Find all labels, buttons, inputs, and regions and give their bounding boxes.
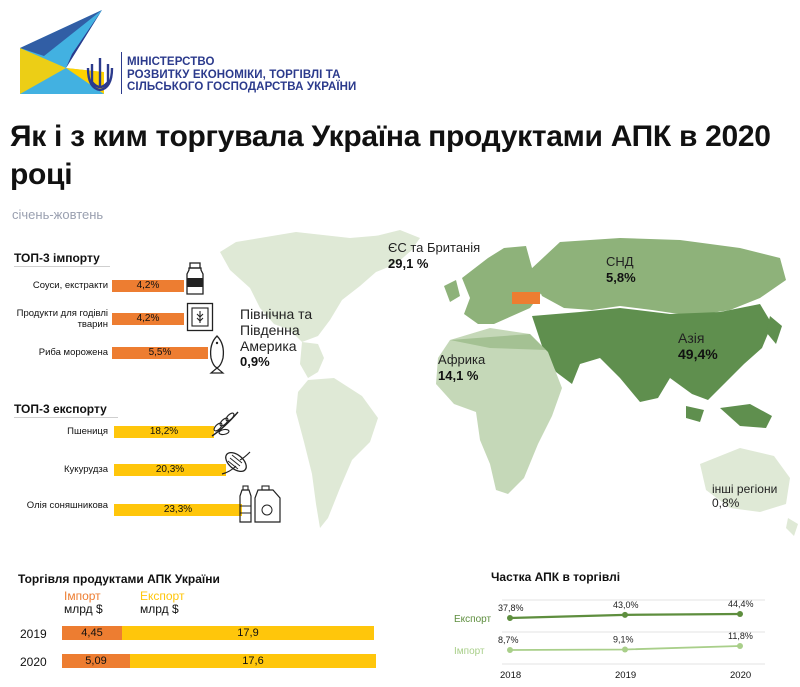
- trade-import-value: 5,09: [85, 655, 107, 667]
- map-cis: [530, 238, 786, 316]
- trade-export-value: 17,9: [237, 627, 259, 639]
- region-africa: Африка 14,1 %: [438, 352, 485, 384]
- export-top3-title: ТОП-3 експорту: [14, 402, 107, 416]
- data-point: [507, 647, 513, 653]
- series-name: Експорт: [454, 614, 491, 625]
- map-asia: [532, 304, 782, 428]
- import-bar: 5,5%: [112, 347, 208, 359]
- ministry-logo: [20, 10, 114, 94]
- region-pct: 5,8%: [606, 270, 636, 285]
- ministry-line: МІНІСТЕРСТВО: [127, 56, 215, 68]
- region-name: СНД: [606, 254, 634, 269]
- data-point: [737, 611, 743, 617]
- import-label: Соуси, екстракти: [32, 280, 108, 291]
- world-map: [220, 230, 798, 536]
- region-name: Африка: [438, 352, 486, 367]
- corn-icon: [221, 451, 251, 475]
- data-point: [622, 646, 628, 653]
- region-name: інші регіони: [712, 482, 778, 496]
- import-label: Риба морожена: [38, 347, 108, 358]
- import-top3-title: ТОП-3 імпорту: [14, 251, 100, 265]
- data-label: 44,4%: [728, 599, 754, 609]
- export-title-underline: [14, 417, 118, 418]
- region-name: Азія: [678, 330, 705, 346]
- region-name: ЄС та Британія: [388, 240, 481, 255]
- legend-unit: млрд $: [64, 602, 103, 616]
- legend-unit: млрд $: [140, 602, 179, 616]
- export-label: Кукурудза: [64, 464, 108, 475]
- region-americas: Північна та Південна Америка 0,9%: [240, 306, 350, 370]
- export-bar: 23,3%: [114, 504, 242, 516]
- trade-import-value: 4,45: [81, 627, 103, 639]
- data-point: [622, 611, 628, 618]
- region-eu-uk: ЄС та Британія 29,1 %: [388, 240, 480, 272]
- trade-row-2020: 5,09 17,6: [62, 654, 376, 668]
- data-label: 9,1%: [613, 634, 634, 644]
- legend-import-label: Імпорт: [64, 589, 101, 603]
- fish-icon: [209, 335, 225, 374]
- region-pct: 0,8%: [712, 496, 740, 510]
- map-americas: [220, 230, 420, 528]
- legend-export-label: Експорт: [140, 589, 185, 603]
- import-bar: 4,2%: [112, 280, 184, 292]
- data-label: 37,8%: [498, 603, 524, 613]
- region-asia: Азія 49,4%: [678, 330, 718, 362]
- export-label: Олія соняшникова: [26, 500, 108, 511]
- feed-bag-icon: [186, 302, 214, 332]
- region-pct: 14,1 %: [438, 368, 479, 383]
- x-tick-label: 2020: [730, 670, 751, 681]
- trade-import-bar: 4,45: [62, 626, 122, 640]
- series-name: Імпорт: [454, 646, 485, 657]
- trade-title: Торгівля продуктами АПК України: [18, 572, 220, 586]
- trade-year: 2019: [20, 627, 47, 641]
- page-title: Як і з ким торгувала Україна продуктами …: [10, 120, 771, 191]
- import-label: Продукти для годівлі тварин: [16, 308, 108, 330]
- ministry-line: СІЛЬСЬКОГО ГОСПОДАРСТВА УКРАЇНИ: [127, 81, 357, 93]
- ministry-line: РОЗВИТКУ ЕКОНОМІКИ, ТОРГІВЛІ ТА: [127, 68, 341, 81]
- ministry-name: МІНІСТЕРСТВО РОЗВИТКУ ЕКОНОМІКИ, ТОРГІВЛ…: [127, 56, 356, 94]
- map-oceania: [700, 448, 798, 536]
- export-label: Пшениця: [67, 426, 108, 437]
- region-pct: 29,1 %: [388, 256, 429, 271]
- trade-row-2019: 4,45 17,9: [62, 626, 374, 640]
- region-name: Північна та Південна Америка: [240, 306, 313, 354]
- legend-export: Експорт млрд $: [140, 590, 184, 616]
- data-label: 11,8%: [728, 631, 753, 641]
- share-chart: 37,8% 43,0% 44,4% Експорт 8,7% 9,1% 11,8% Імпор…: [454, 599, 765, 681]
- import-bar: 4,2%: [112, 313, 184, 325]
- data-point: [737, 643, 743, 649]
- ukraine-mark: [512, 292, 540, 304]
- wheat-icon: [211, 411, 239, 437]
- export-bar: 20,3%: [114, 464, 226, 476]
- data-label: 43,0%: [613, 600, 639, 610]
- export-bar: 18,2%: [114, 426, 214, 438]
- page-subtitle: січень-жовтень: [12, 207, 104, 222]
- ministry-divider: [121, 52, 122, 94]
- map-europe: [444, 246, 542, 324]
- trade-import-bar: 5,09: [62, 654, 130, 668]
- data-label: 8,7%: [498, 635, 519, 645]
- trade-year: 2020: [20, 655, 47, 669]
- region-pct: 49,4%: [678, 346, 718, 362]
- region-pct: 0,9%: [240, 354, 270, 369]
- oil-bottles-icon: [239, 485, 281, 523]
- legend-import: Імпорт млрд $: [64, 590, 103, 616]
- jar-icon: [186, 262, 204, 295]
- x-tick-label: 2019: [615, 670, 636, 681]
- trident-icon: [86, 58, 114, 92]
- region-other: інші регіони 0,8%: [712, 482, 777, 510]
- import-title-underline: [14, 266, 110, 267]
- x-tick-label: 2018: [500, 670, 521, 681]
- region-cis: СНД 5,8%: [606, 254, 636, 286]
- share-chart-title: Частка АПК в торгівлі: [491, 570, 621, 584]
- map-africa: [436, 328, 562, 494]
- data-point: [507, 615, 513, 621]
- trade-export-value: 17,6: [242, 655, 264, 667]
